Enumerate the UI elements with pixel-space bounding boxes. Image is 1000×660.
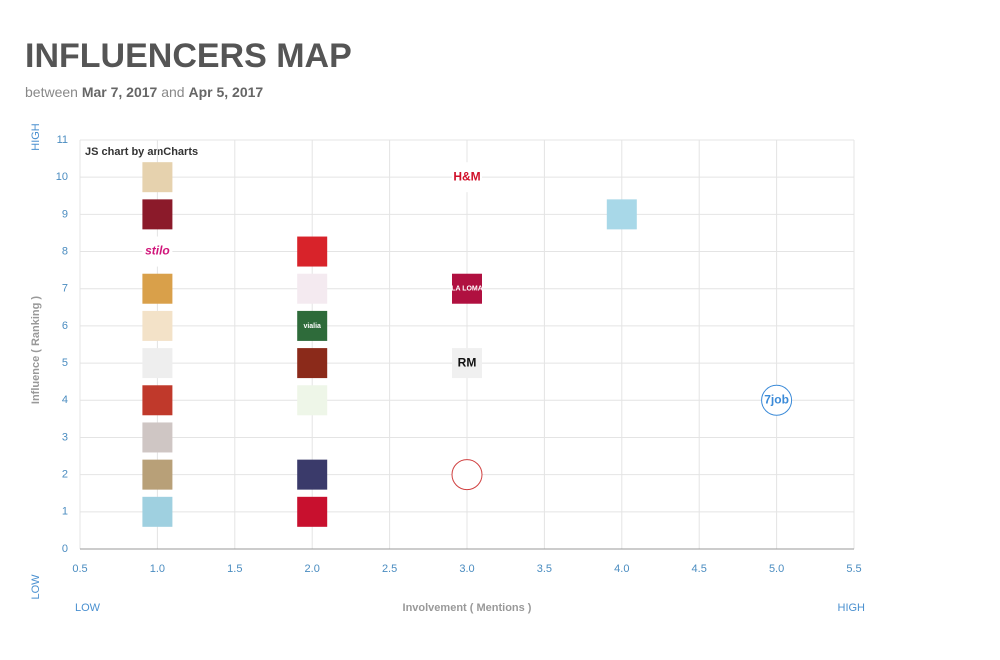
x-tick-label: 3.0 [459,563,474,575]
x-tick-label: 5.0 [769,563,784,575]
influencer-marker [142,236,173,267]
y-tick-label: 11 [57,134,68,146]
x-axis-title: Involvement ( Mentions ) [403,602,532,614]
marker-label: vialia [303,323,321,330]
influencer-marker [142,273,173,304]
x-tick-label: 2.5 [382,563,397,575]
subtitle-part: between [25,84,78,100]
influencer-marker [142,348,173,379]
marker-label: 7job [764,392,789,406]
y-tick-label: 6 [62,320,68,332]
influencer-marker [606,199,637,230]
influencer-marker [142,199,173,230]
y-axis-title: Influence ( Ranking ) [30,296,42,405]
y-tick-label: 8 [62,245,68,257]
marker-label: H&M [453,169,480,183]
x-tick-label: 1.5 [227,563,242,575]
x-tick-label: 5.5 [846,563,861,575]
influencer-marker [452,162,482,193]
influencer-marker [297,348,328,379]
influencer-marker [452,273,482,304]
x-tick-label: 1.0 [150,563,165,575]
x-tick-label: 0.5 [72,563,87,575]
subtitle-date: Apr 5, 2017 [188,84,263,100]
influencer-marker [142,385,173,416]
y-tick-label: 0 [62,543,68,555]
x-tick-label: 4.5 [692,563,707,575]
influencer-marker [142,496,173,527]
credit: JS chart by amCharts [85,146,198,158]
y-tick-label: 5 [62,357,68,369]
influencer-marker [142,162,173,193]
influencer-marker [142,422,173,453]
influencer-marker [142,459,173,490]
influencer-marker [452,348,482,379]
y-tick-label: 10 [56,171,68,183]
influencer-marker [297,385,328,416]
influencer-marker [297,273,328,304]
x-tick-label: 3.5 [537,563,552,575]
chart-title: INFLUENCERS MAP [25,37,352,75]
influencer-marker [297,236,328,267]
influencer-marker [297,459,328,490]
y-low: LOW [30,574,42,600]
subtitle-part: and [161,84,184,100]
y-tick-label: 9 [62,208,68,220]
influencer-marker [761,384,793,416]
x-tick-label: 2.0 [305,563,320,575]
influencer-marker [142,310,173,341]
x-tick-label: 4.0 [614,563,629,575]
influencer-marker [297,496,328,527]
y-tick-label: 7 [62,283,68,295]
y-tick-label: 2 [62,469,68,481]
influencer-marker [297,310,328,341]
subtitle-date: Mar 7, 2017 [82,84,158,100]
y-tick-label: 1 [62,506,68,518]
x-high: HIGH [838,602,866,614]
y-high: HIGH [30,123,42,151]
marker-label: RM [458,355,477,369]
chart-subtitle: between Mar 7, 2017 and Apr 5, 2017 [25,84,263,100]
marker-label: LA LOMA [451,286,483,293]
y-tick-label: 3 [62,431,68,443]
marker-label: stilo [145,244,170,258]
influencer-marker [451,459,483,491]
y-tick-label: 4 [62,394,68,406]
x-low: LOW [75,602,101,614]
